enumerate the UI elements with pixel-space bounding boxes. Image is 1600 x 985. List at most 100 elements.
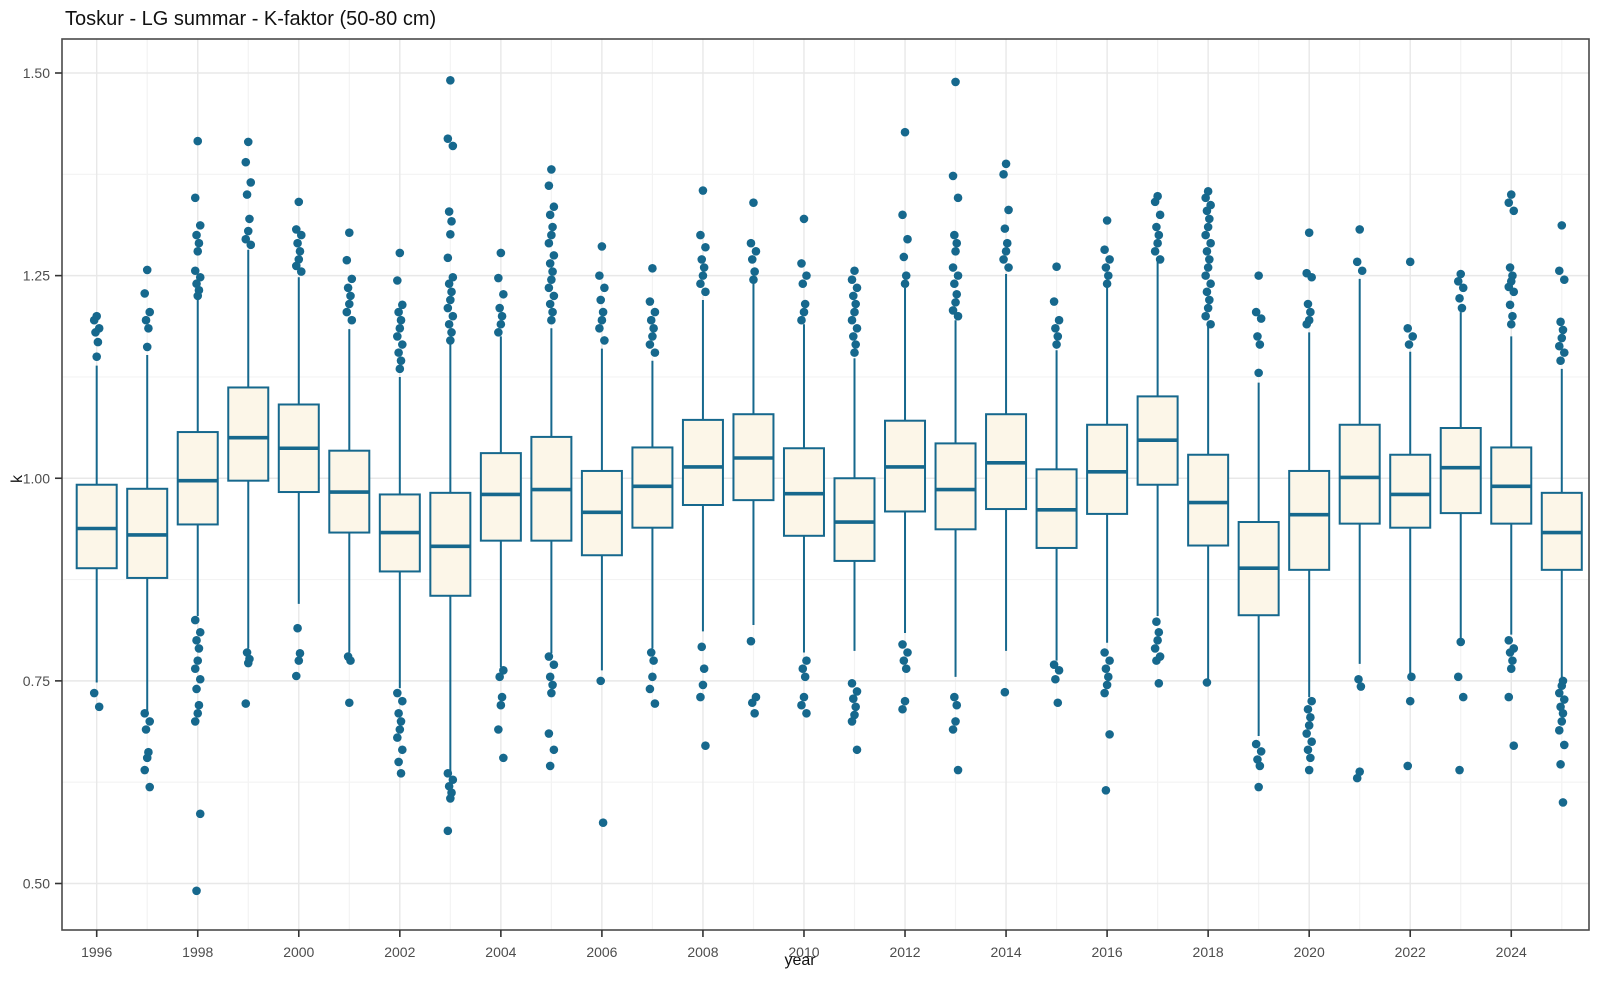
outlier-point [140,708,150,718]
outlier-point [1205,214,1214,224]
outlier-point [1001,247,1011,256]
outlier-point [1203,222,1213,232]
outlier-point [1256,747,1266,756]
outlier-point [547,688,556,698]
outlier-point [1100,648,1109,657]
outlier-point [443,253,453,263]
outlier-point [393,733,402,742]
outlier-point [1303,299,1313,309]
outlier-point [1202,247,1212,256]
outlier-point [1307,272,1316,282]
outlier-point [1458,692,1468,702]
outlier-point [1202,206,1212,216]
box-year-2013 [934,77,977,775]
outlier-point [194,644,204,653]
outlier-point [951,717,960,726]
outlier-point [1150,644,1160,653]
outlier-point [1000,687,1010,697]
outlier-point [1559,740,1569,750]
outlier-point [650,307,660,317]
outlier-point [1509,287,1519,297]
outlier-point [1002,238,1012,248]
y-axis-title: k [9,475,26,483]
outlier-point [243,658,253,668]
outlier-point [1004,205,1013,215]
outlier-point [395,725,405,734]
outlier-point [446,336,455,345]
outlier-point [1203,303,1213,313]
outlier-point [1153,636,1162,645]
y-tick-label: 1.00 [23,470,50,486]
outlier-point [1049,660,1059,669]
outlier-point [393,276,402,285]
outlier-point [145,717,155,726]
outlier-point [549,291,559,301]
outlier-point [394,348,403,357]
outlier-point [549,251,559,260]
box-year-2001 [328,228,371,708]
outlier-point [293,238,302,248]
outlier-point [398,696,407,706]
outlier-point [448,311,458,321]
outlier-point [1000,224,1010,233]
outlier-point [245,214,254,224]
outlier-point [1205,295,1214,305]
outlier-point [597,315,607,325]
outlier-point [93,337,103,347]
outlier-point [398,300,407,310]
box-year-2010 [782,214,825,718]
outlier-point [544,729,554,738]
outlier-point [443,303,453,313]
outlier-point [89,688,99,698]
outlier-point [194,238,204,248]
outlier-point [345,228,354,237]
outlier-point [545,259,555,268]
outlier-point [142,265,152,275]
outlier-point [1101,263,1111,272]
outlier-point [747,698,757,708]
outlier-point [195,809,205,819]
outlier-point [398,340,407,349]
outlier-point [1307,737,1316,746]
outlier-point [395,324,405,333]
outlier-point [1206,319,1215,329]
outlier-point [549,202,559,212]
outlier-point [751,247,761,256]
outlier-point [544,238,554,248]
outlier-point [499,666,508,675]
outlier-point [646,648,656,657]
outlier-point [295,649,305,658]
outlier-point [1053,332,1063,341]
outlier-point [1554,688,1564,698]
x-tick-label: 2018 [1193,944,1224,960]
x-tick-label: 2010 [788,944,819,960]
box-year-2002 [378,248,421,778]
box-year-2009 [732,198,775,718]
outlier-point [1354,674,1363,684]
outlier-point [444,279,454,289]
outlier-point [296,267,306,276]
x-tick-label: 2004 [485,944,516,960]
outlier-point [1558,325,1568,335]
outlier-point [1100,245,1109,254]
outlier-point [852,745,862,755]
outlier-point [1455,765,1464,775]
outlier-point [393,332,402,341]
box [1389,453,1432,529]
outlier-point [1355,767,1364,776]
outlier-point [1152,656,1161,665]
outlier-point [596,676,605,686]
outlier-point [346,291,355,301]
outlier-point [1457,303,1467,313]
outlier-point [1254,368,1263,378]
outlier-point [499,289,508,299]
outlier-point [1302,729,1311,738]
outlier-point [342,307,352,317]
outlier-point [1508,311,1517,321]
outlier-point [243,137,253,147]
outlier-point [1051,674,1060,684]
outlier-point [901,271,911,280]
outlier-point [1101,664,1111,674]
outlier-point [544,283,554,293]
outlier-point [1455,294,1464,303]
